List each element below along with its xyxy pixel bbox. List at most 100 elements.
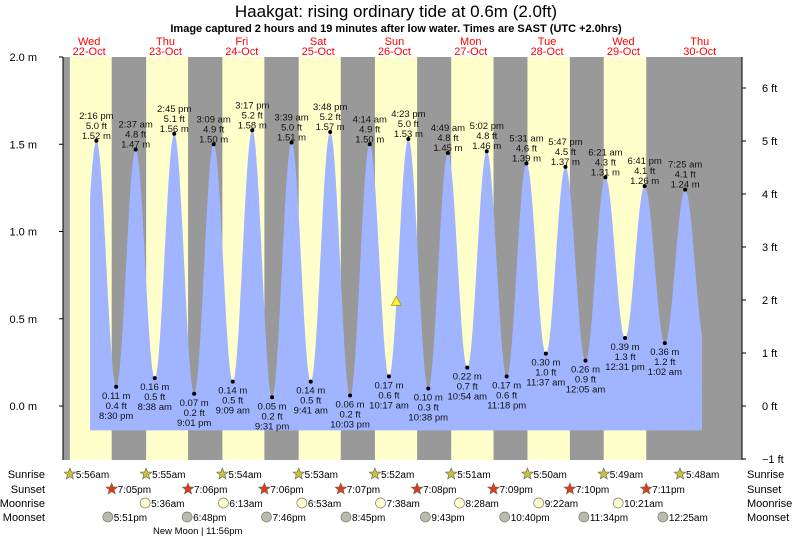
moonset-icon [261,511,272,523]
low-tide-ft: 0.5 ft [222,396,243,407]
sunrise-time: 5:54am [228,470,261,481]
high-tide-time: 2:45 pm [157,104,191,115]
day-label-dow: Wed [612,36,634,48]
low-tide-m: 0.17 m [374,380,403,391]
moonrise-icon [375,497,386,509]
sunrise-row-label-right: Sunrise [747,469,784,481]
high-tide-ft: 5.0 ft [281,123,302,134]
sunrise-time: 5:48am [686,470,719,481]
high-tide-m: 1.56 m [160,124,189,135]
high-tide-m: 1.31 m [591,167,620,178]
high-tide-m: 1.24 m [671,180,700,191]
low-tide-m: 0.14 m [218,386,247,397]
low-tide-time: 11:37 am [526,378,565,389]
high-tide-ft: 5.1 ft [164,114,185,125]
low-tide-ft: 0.6 ft [378,390,399,401]
low-tide-ft: 0.4 ft [106,401,127,412]
tide-low-point [426,386,431,391]
low-tide-ft: 0.2 ft [340,410,361,421]
sunrise-time: 5:49am [610,470,643,481]
moonrise-icon [218,497,229,509]
high-tide-ft: 5.2 ft [320,112,341,123]
day-label-date: 25-Oct [302,46,335,58]
high-tide-time: 6:41 pm [627,156,661,167]
high-tide-m: 1.50 m [199,134,228,145]
low-tide-ft: 1.0 ft [535,368,556,379]
high-tide-time: 3:17 pm [235,100,269,111]
sunset-time: 7:08pm [423,485,456,496]
low-tide-time: 8:30 pm [99,411,133,422]
low-tide-ft: 1.2 ft [654,357,675,368]
high-tide-time: 3:39 am [274,113,308,124]
right-tick-label: 5 ft [762,136,777,148]
low-tide-time: 1:02 am [648,367,682,378]
right-tick-label: 6 ft [762,83,777,95]
low-tide-m: 0.11 m [102,391,130,402]
sunset-time: 7:11pm [652,485,685,496]
high-tide-time: 3:48 pm [313,102,347,113]
high-tide-m: 1.45 m [433,143,462,154]
day-label-dow: Thu [156,36,175,48]
left-tick-label: 1.5 m [9,139,37,151]
left-tick-label: 2.0 m [9,52,37,64]
high-tide-m: 1.39 m [512,153,541,164]
sunset-time: 7:06pm [270,485,303,496]
moonset-icon [340,511,352,523]
day-label-dow: Fri [235,36,248,48]
tide-high-point [367,142,372,147]
sunrise-icon [215,467,229,480]
tide-high-point [133,147,138,152]
tide-low-point [308,379,313,384]
moonrise-time: 6:13am [229,499,262,510]
tide-high-point [524,161,529,166]
sunrise-icon [368,467,382,480]
tide-low-point [662,341,667,346]
day-label-dow: Mon [460,36,481,48]
day-label-date: 22-Oct [73,46,106,58]
left-tick-label: 1.0 m [9,227,37,239]
right-tick-label: −1 ft [762,454,784,466]
sunset-icon [181,482,195,495]
high-tide-m: 1.52 m [82,131,111,142]
chart-title: Haakgat: rising ordinary tide at 0.6m (2… [235,2,557,21]
tide-low-point [152,376,157,381]
tide-high-point [642,184,647,189]
low-tide-ft: 0.2 ft [184,408,205,419]
sunset-row-label-left: Sunset [11,484,45,496]
sun-moon-rows: Sunrise Sunrise 5:56am 5:55am 5:54am 5:53am 5:… [0,467,792,537]
high-tide-m: 1.51 m [277,133,306,144]
high-tide-time: 4:23 pm [391,109,425,120]
low-tide-m: 0.30 m [531,358,560,369]
tide-high-point [603,175,608,180]
low-tide-m: 0.36 m [650,347,679,358]
low-tide-ft: 1.3 ft [614,352,635,363]
high-tide-m: 1.57 m [316,122,345,133]
high-tide-ft: 5.2 ft [242,110,263,121]
low-tide-m: 0.10 m [414,393,443,404]
tide-curve-fill [90,130,703,431]
high-tide-ft: 4.5 ft [555,147,576,158]
axes: 2.0 m 1.5 m 1.0 m 0.5 m 0.0 m 6 ft 5 ft 4 ft 3 f… [9,52,783,466]
day-label-date: 26-Oct [378,46,411,58]
high-tide-time: 5:31 am [509,133,543,144]
moonset-time: 8:45pm [352,513,385,524]
moonrise-icon [296,497,308,509]
tide-low-point [583,358,588,363]
low-tide-m: 0.07 m [180,398,209,409]
sunset-row-label-right: Sunset [747,484,781,496]
moonset-icon [499,511,511,523]
high-tide-time: 4:49 am [431,123,465,134]
sunset-icon [257,482,271,495]
moonrise-icon [454,497,465,509]
moonset-time: 12:25am [669,513,708,524]
high-tide-ft: 4.1 ft [675,170,696,181]
low-tide-time: 10:17 am [369,400,409,411]
current-tide-marker [390,295,403,306]
high-tide-ft: 4.3 ft [595,157,616,168]
tide-high-point [406,137,411,142]
sunset-time: 7:09pm [499,485,532,496]
tide-high-point [683,187,688,192]
high-tide-ft: 4.6 ft [516,143,537,154]
moonset-row-label-right: Moonset [747,512,789,524]
